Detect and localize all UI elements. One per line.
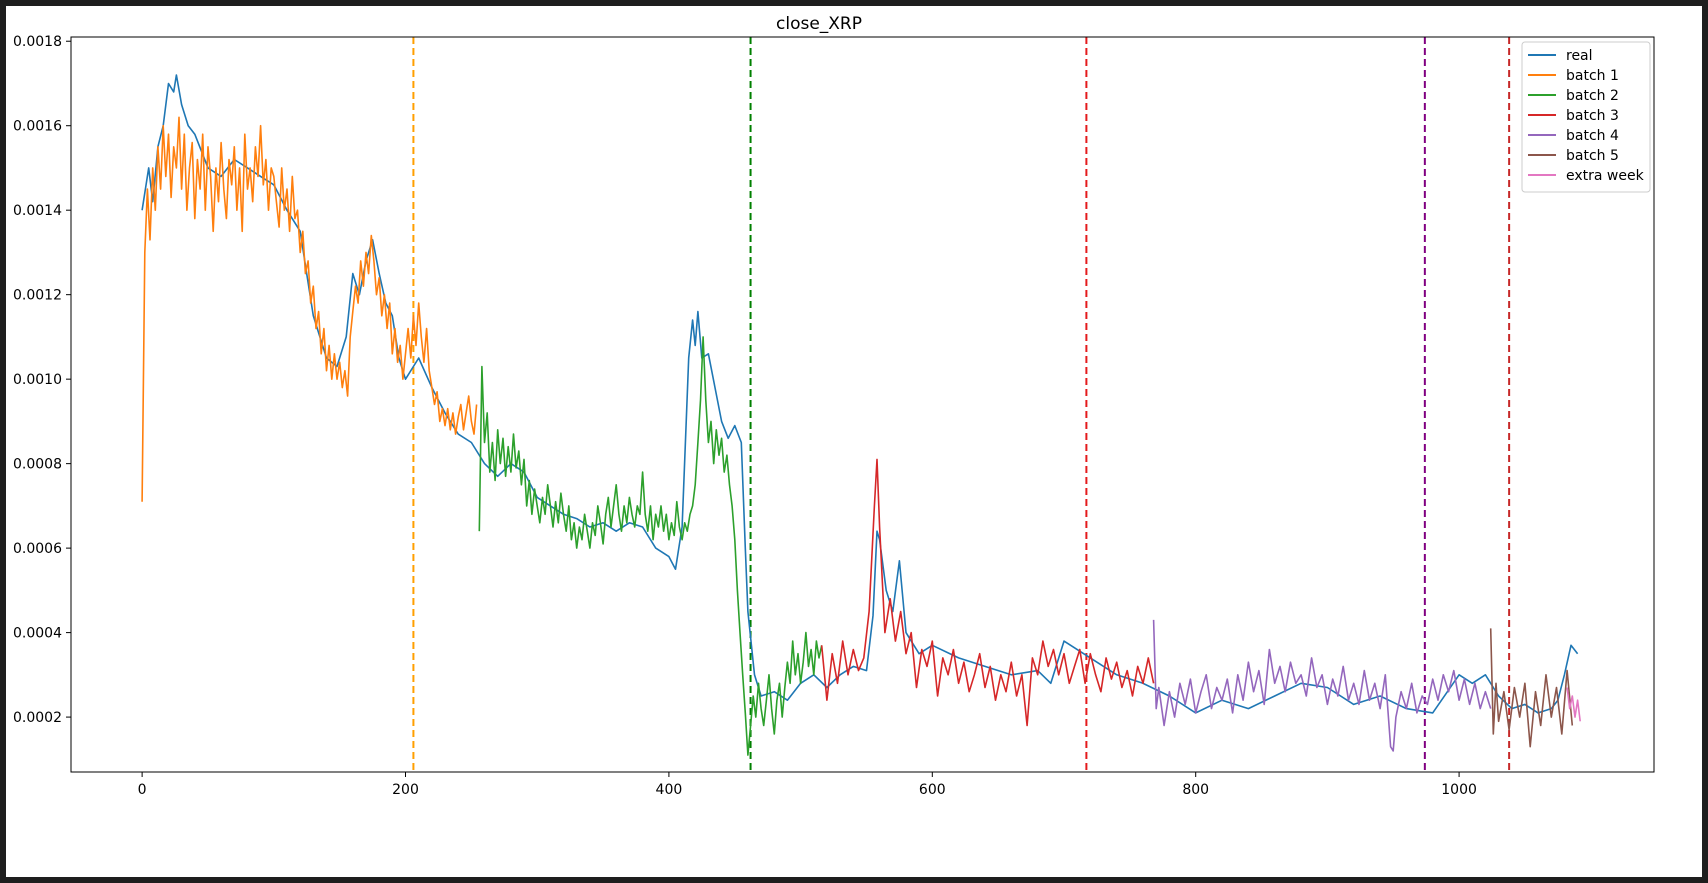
- series-layer: [141, 74, 1581, 756]
- y-tick-label: 0.0016: [13, 119, 62, 135]
- legend-label: batch 2: [1566, 88, 1619, 104]
- x-tick-label: 1000: [1441, 782, 1477, 798]
- chart: 0 200 400 600 800 1000 0.0002 0.0004 0.0006 0.000…: [13, 14, 1655, 798]
- legend-item: batch 4: [1528, 128, 1619, 144]
- series-batch-1: [141, 116, 478, 502]
- figure-frame: 0 200 400 600 800 1000 0.0002 0.0004 0.0006 0.000…: [6, 6, 1702, 877]
- series-real: [141, 74, 1579, 714]
- series-batch-5: [1489, 628, 1574, 748]
- y-tick-label: 0.0014: [13, 203, 62, 219]
- axes: 0 200 400 600 800 1000 0.0002 0.0004 0.0006 0.000…: [13, 34, 1477, 798]
- x-tick-label: 0: [138, 782, 147, 798]
- legend-label: batch 1: [1566, 68, 1619, 84]
- y-tick-label: 0.0004: [13, 626, 62, 642]
- x-tick-label: 200: [392, 782, 419, 798]
- y-tick-label: 0.0012: [13, 288, 62, 304]
- y-tick-label: 0.0018: [13, 34, 62, 50]
- legend-item: extra week: [1528, 168, 1645, 184]
- series-batch-2: [478, 336, 823, 756]
- legend-label: real: [1566, 48, 1593, 64]
- legend-label: extra week: [1566, 168, 1645, 184]
- legend-item: batch 2: [1528, 88, 1619, 104]
- series-batch-3: [820, 458, 1155, 727]
- chart-title: close_XRP: [776, 14, 862, 34]
- y-tick-label: 0.0006: [13, 541, 62, 557]
- legend-label: batch 5: [1566, 148, 1619, 164]
- legend-label: batch 3: [1566, 108, 1619, 124]
- vertical-lines: [412, 37, 1511, 772]
- legend-item: batch 5: [1528, 148, 1619, 164]
- y-tick-label: 0.0002: [13, 710, 62, 726]
- legend-label: batch 4: [1566, 128, 1619, 144]
- y-tick-label: 0.0010: [13, 372, 62, 388]
- y-tick-label: 0.0008: [13, 457, 62, 473]
- legend-item: real: [1528, 48, 1593, 64]
- series-extra-week: [1566, 687, 1581, 722]
- x-tick-label: 800: [1182, 782, 1209, 798]
- x-tick-label: 600: [919, 782, 946, 798]
- legend-item: batch 1: [1528, 68, 1619, 84]
- x-tick-label: 400: [656, 782, 683, 798]
- plot-area: [70, 36, 1655, 773]
- series-batch-4: [1152, 619, 1492, 752]
- legend: real batch 1 batch 2 batch 3 batch 4 batch 5 e…: [1521, 41, 1651, 193]
- legend-item: batch 3: [1528, 108, 1619, 124]
